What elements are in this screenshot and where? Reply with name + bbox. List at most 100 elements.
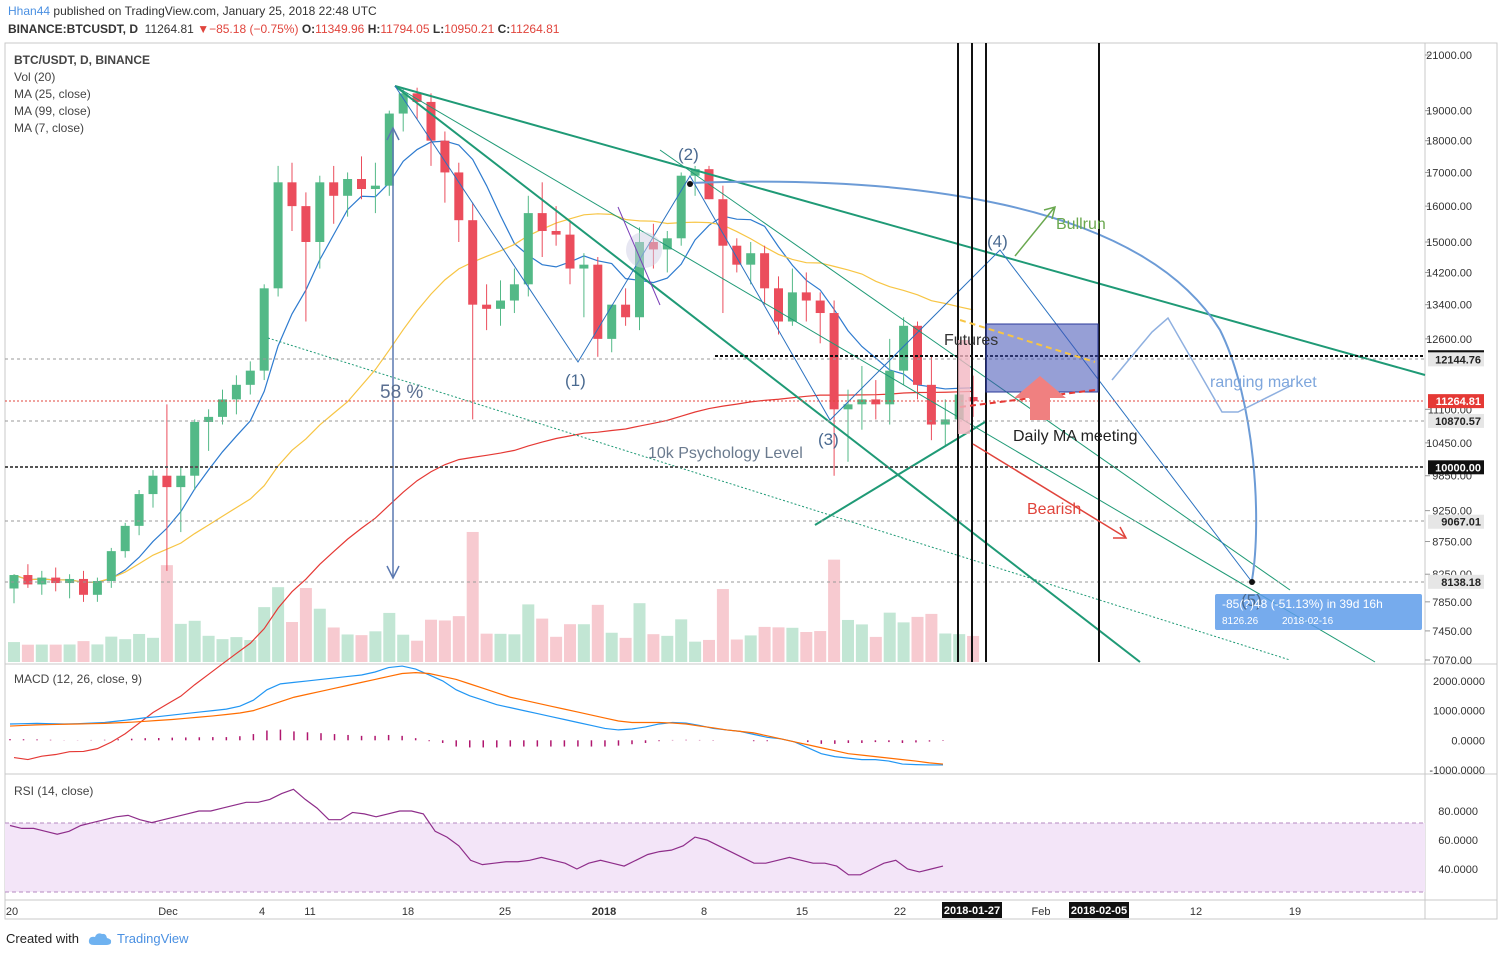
time-axis[interactable]: 20 Dec 4 11 18 25 2018 8 15 22 Feb 12 19 2018-01-27 20…: [6, 902, 1301, 918]
volume-bar: [703, 639, 715, 662]
volume-bar: [202, 635, 215, 662]
legend-ma25[interactable]: MA (25, close): [14, 87, 91, 101]
ma25-projection: [959, 319, 1096, 363]
volume-bar: [286, 622, 298, 662]
candle-body: [9, 575, 19, 589]
date-tag: [1069, 902, 1129, 918]
price-tick-label: 9250.00: [1432, 506, 1472, 518]
price-tick-label: 12600.00: [1426, 334, 1472, 346]
chart-frame: [4, 42, 1498, 920]
legend-ma7[interactable]: MA (7, close): [14, 121, 84, 135]
volume-bar: [466, 531, 479, 662]
candle-body: [287, 182, 297, 207]
candle-body: [245, 370, 255, 385]
candle-body: [593, 264, 603, 339]
tradingview-cloud-icon[interactable]: [88, 932, 112, 946]
candle-body: [79, 578, 88, 595]
up-arrowhead-icon: [386, 126, 400, 141]
price-tick-label: 7450.00: [1432, 626, 1472, 638]
price-tick-label: 16000.00: [1426, 201, 1472, 213]
volume-bar: [397, 634, 410, 662]
created-with-text: Created with: [6, 931, 79, 946]
down-arrowhead-icon: [386, 565, 400, 580]
volume-bar: [689, 641, 702, 662]
wave-label-3: (3): [818, 430, 839, 449]
candle-body: [801, 292, 811, 301]
measure-date: 2018-02-16: [1282, 616, 1334, 627]
candle-body: [509, 284, 519, 301]
time-tick-label: 12: [1190, 906, 1202, 918]
close-label: C:: [497, 22, 511, 36]
price-tick-label: 8750.00: [1432, 537, 1472, 549]
macd-pane: [9, 665, 944, 766]
change-arrow-icon: ▼: [197, 22, 210, 36]
volume-bar: [494, 633, 507, 662]
ranging-market-label: ranging market: [1210, 374, 1317, 391]
price-labels: 12191.0012144.7611264.8110870.5710000.00…: [1428, 350, 1484, 589]
psychology-level-label: 10k Psychology Level: [648, 445, 803, 462]
rsi-pane: [9, 788, 944, 876]
volume-bar: [216, 639, 229, 662]
macd-title[interactable]: MACD (12, 26, close, 9): [14, 672, 142, 686]
volume-bar: [716, 589, 729, 662]
volume-bar: [258, 607, 271, 662]
candles: [9, 87, 978, 604]
candle-body: [537, 213, 547, 231]
candle-body: [662, 238, 672, 250]
chart-header: Hhan44 published on TradingView.com, Jan…: [0, 0, 1502, 40]
ranging-arrows: [1111, 316, 1293, 413]
projection-arc: [689, 180, 1258, 581]
volume-bar: [160, 565, 173, 662]
symbol-label: BINANCE:BTCUSDT, D: [8, 22, 138, 36]
close-value: 11264.81: [510, 22, 560, 36]
legend-ma99[interactable]: MA (99, close): [14, 104, 91, 118]
candle-body: [343, 179, 353, 196]
wave-label-4: (4): [987, 232, 1008, 251]
price-tag-label: 10870.57: [1435, 416, 1481, 428]
candle-body: [579, 264, 589, 269]
time-tick-label: 15: [796, 906, 808, 918]
moving-averages: [13, 140, 974, 761]
candle-body: [92, 580, 102, 595]
volume-bar: [967, 635, 980, 662]
futures-label: Futures: [944, 332, 998, 349]
time-tick-label: 20: [6, 906, 18, 918]
volume-bar: [855, 624, 868, 662]
rsi-tick-label: 80.0000: [1438, 806, 1478, 818]
candle-body: [384, 113, 394, 186]
candle-body: [51, 577, 61, 584]
chart-canvas[interactable]: (1) (2) (3) (4) (5) 58 % 10k Psychology …: [0, 40, 1502, 922]
candle-body: [329, 182, 339, 196]
volume-bar: [939, 633, 952, 662]
candle-body: [148, 475, 158, 495]
rsi-tick-label: 60.0000: [1438, 835, 1478, 847]
ma99-line: [13, 390, 974, 761]
volume-bar: [786, 627, 799, 662]
candle-body: [370, 185, 380, 190]
open-label: O:: [301, 22, 316, 36]
tradingview-brand[interactable]: TradingView: [117, 931, 189, 946]
volume-bar: [800, 632, 813, 662]
volume-bar: [272, 587, 285, 662]
candle-body: [551, 230, 561, 235]
measure-label: -85(?)48 (-51.13%) in 39d 16h: [1222, 597, 1383, 611]
candle-body: [787, 292, 797, 322]
legend-vol[interactable]: Vol (20): [14, 70, 55, 84]
candle-body: [454, 172, 464, 221]
author-link[interactable]: Hhan44: [8, 4, 51, 18]
candle-body: [899, 325, 909, 371]
high-label: H:: [367, 22, 381, 36]
volume-bar: [522, 604, 535, 662]
time-tick-label: 18: [402, 906, 414, 918]
rsi-title[interactable]: RSI (14, close): [14, 784, 93, 798]
volume-bar: [744, 635, 757, 662]
candle-body: [565, 234, 575, 269]
time-tick-label: 2018: [592, 906, 616, 918]
volume-bar: [452, 616, 465, 662]
wave-label-1: (1): [565, 371, 586, 390]
volume-bar: [327, 627, 340, 662]
volume-bar: [49, 644, 62, 662]
volume-bar: [77, 641, 90, 662]
price-tag: [1428, 574, 1484, 589]
candle-body: [357, 179, 366, 190]
